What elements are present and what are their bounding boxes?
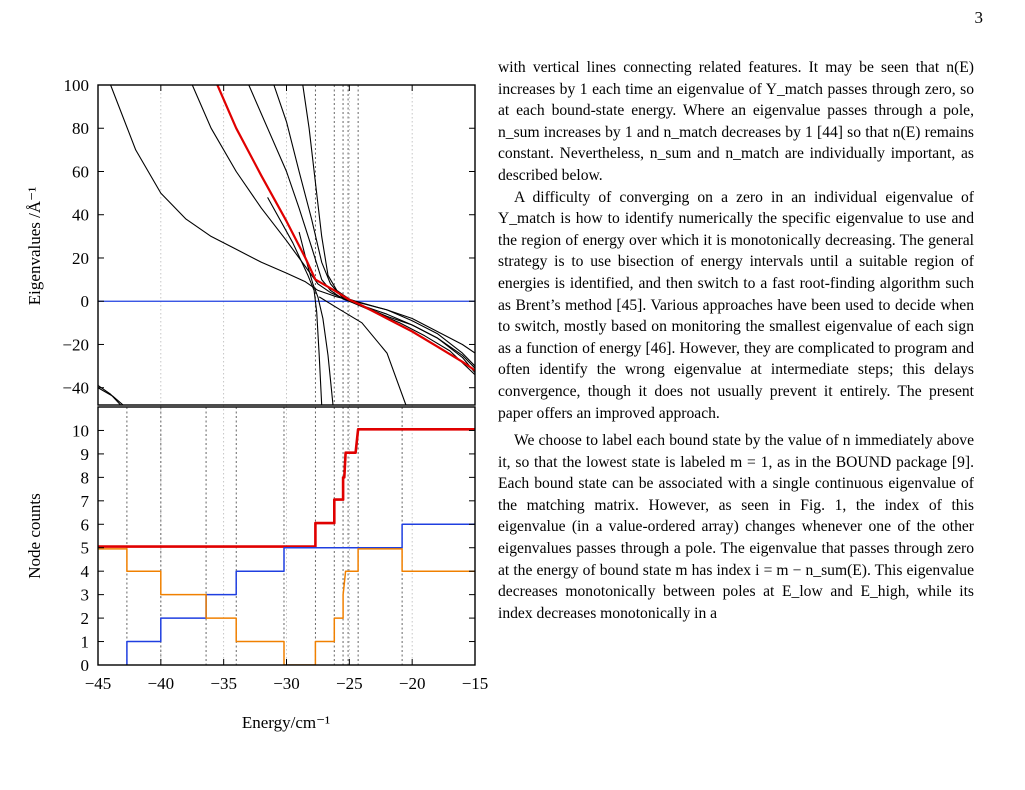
upper-y-axis-label: Eigenvalues /Å⁻¹ (25, 187, 44, 305)
upper-y-tick-label: 100 (64, 76, 90, 95)
lower-series-line-2 (98, 548, 475, 665)
upper-y-tick-label: 0 (81, 292, 90, 311)
upper-y-tick-label: 40 (72, 206, 89, 225)
tick-labels: 100 80 60 40 20 0 −20 −40 0 1 2 3 4 5 6 7 8 9 10 −45 −40 −35 −… (62, 76, 488, 693)
paragraph-2: A difficulty of converging on a zero in … (498, 188, 974, 422)
upper-y-tick-label: 20 (72, 249, 89, 268)
upper-series-line-9 (318, 296, 407, 405)
lower-series-line-0 (98, 428, 475, 548)
upper-y-tick-label: −20 (62, 335, 89, 354)
x-axis-label: Energy/cm⁻¹ (242, 713, 330, 732)
lower-y-tick-label: 4 (81, 562, 90, 581)
upper-y-tick-label: 80 (72, 119, 89, 138)
x-tick-label: −30 (273, 674, 300, 693)
x-tick-label: −15 (462, 674, 489, 693)
body-text-column: with vertical lines connecting related f… (498, 57, 974, 624)
lower-series (98, 428, 475, 665)
paragraph-3: We choose to label each bound state by t… (498, 432, 974, 622)
upper-y-tick-label: 60 (72, 162, 89, 181)
lower-y-axis-label: Node counts (25, 493, 44, 578)
paragraph-1: with vertical lines connecting related f… (498, 59, 974, 184)
lower-reference-lines (126, 85, 413, 665)
x-tick-label: −35 (210, 674, 237, 693)
upper-y-tick-label: −40 (62, 379, 89, 398)
upper-series-line-1 (273, 85, 475, 367)
page-number: 3 (974, 8, 984, 27)
upper-series-line-6 (298, 231, 334, 405)
upper-series-line-0 (248, 85, 475, 373)
lower-series-line-1 (126, 523, 475, 665)
lower-y-tick-label: 9 (81, 445, 90, 464)
lower-y-tick-label: 5 (81, 539, 90, 558)
lower-y-tick-label: 8 (81, 468, 90, 487)
lower-y-tick-label: 0 (81, 656, 90, 675)
x-tick-label: −25 (336, 674, 363, 693)
eigenvalue-node-count-figure: 100 80 60 40 20 0 −20 −40 0 1 2 3 4 5 6 7 8 9 10 −45 −40 −35 −… (25, 76, 488, 732)
upper-series-line-2 (302, 85, 475, 369)
lower-y-tick-label: 10 (72, 421, 89, 440)
lower-y-tick-label: 7 (81, 492, 90, 511)
upper-series-line-10 (216, 85, 475, 372)
x-tick-label: −45 (85, 674, 112, 693)
upper-series-line-5 (267, 197, 323, 405)
x-tick-label: −40 (148, 674, 175, 693)
upper-series-line-7 (98, 385, 122, 405)
lower-y-tick-label: 3 (81, 586, 90, 605)
upper-series-line-3 (110, 85, 475, 354)
x-tick-label: −20 (399, 674, 426, 693)
upper-series-line-8 (98, 387, 124, 405)
lower-y-tick-label: 2 (81, 609, 90, 628)
tick-marks (97, 84, 476, 666)
upper-reference-lines (314, 85, 359, 405)
upper-series-line-4 (191, 85, 475, 376)
lower-y-tick-label: 6 (81, 515, 90, 534)
lower-y-tick-label: 1 (81, 633, 90, 652)
upper-series (98, 85, 475, 405)
